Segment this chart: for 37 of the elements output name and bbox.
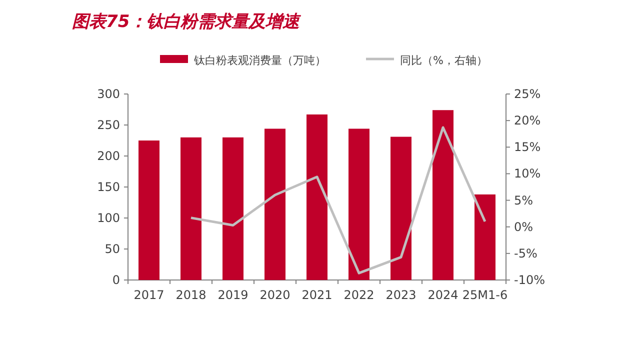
x-tick-label: 2022: [344, 288, 374, 302]
bar: [180, 137, 202, 280]
bar: [138, 140, 160, 280]
y2-tick-label: -10%: [514, 273, 546, 287]
y-tick-label: 100: [97, 211, 120, 225]
y2-tick-label: -5%: [514, 246, 538, 260]
bar: [474, 194, 496, 280]
y-tick-label: 50: [104, 242, 120, 256]
y2-tick-label: 15%: [514, 140, 541, 154]
y-tick-label: 0: [112, 273, 120, 287]
chart-title: 图表75：钛白粉需求量及增速: [72, 12, 302, 32]
bar: [222, 137, 244, 280]
y2-tick-label: 0%: [514, 220, 534, 234]
legend-label: 钛白粉表观消费量（万吨）: [193, 54, 326, 67]
legend-label: 同比（%，右轴）: [400, 54, 488, 67]
line-series: [190, 126, 486, 274]
bar: [348, 128, 370, 280]
y2-tick-label: 10%: [514, 166, 541, 181]
y-tick-label: 200: [97, 149, 120, 163]
y2-tick-label: 5%: [514, 193, 534, 208]
x-tick-label: 2021: [302, 288, 332, 302]
bar: [306, 114, 328, 280]
x-tick-label: 2023: [386, 288, 416, 302]
x-tick-label: 2019: [218, 288, 248, 302]
y-tick-label: 150: [97, 180, 120, 194]
bar: [390, 136, 412, 280]
y2-tick-label: 20%: [514, 114, 541, 128]
x-tick-label: 25M1-6: [462, 288, 508, 302]
bar: [264, 128, 286, 280]
x-tick-label: 2020: [260, 288, 290, 302]
x-tick-label: 2018: [176, 288, 206, 302]
x-tick-label: 2024: [428, 288, 458, 302]
bar: [432, 110, 454, 280]
y-tick-label: 300: [97, 87, 120, 101]
x-tick-label: 2017: [134, 288, 164, 302]
y-tick-label: 250: [97, 118, 120, 132]
y2-tick-label: 25%: [514, 87, 541, 101]
